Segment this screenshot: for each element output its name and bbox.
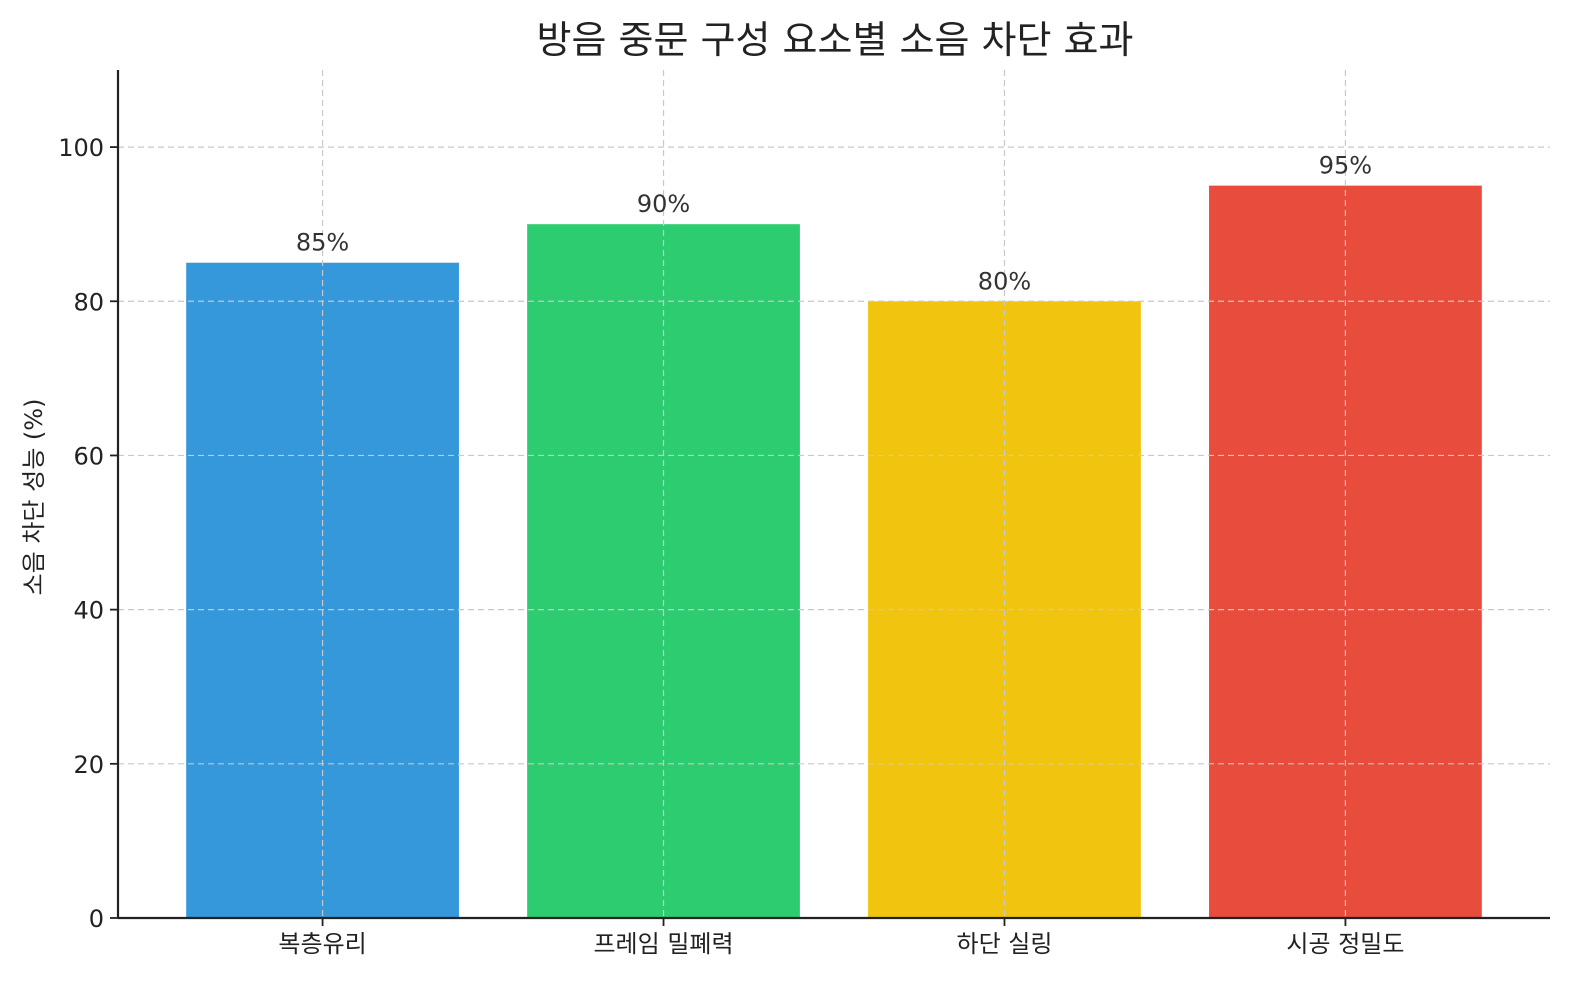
- bar-value-label: 95%: [1319, 152, 1372, 180]
- x-tick-label: 복층유리: [278, 930, 366, 958]
- bar-value-label: 85%: [296, 229, 349, 257]
- y-tick-label: 100: [58, 134, 104, 162]
- axes-layer: [110, 70, 1550, 926]
- labels-layer: 0 20 40 60 80 100 복층유리 85% 프레임 밀폐력 90% 하단 실링 80% 시공 …: [58, 134, 1404, 958]
- chart-title: 방음 중문 구성 요소별 소음 차단 효과: [537, 18, 1134, 62]
- bars-layer: [186, 185, 1482, 919]
- grid-layer: [118, 70, 1550, 918]
- x-tick-label: 하단 실링: [956, 930, 1052, 958]
- y-tick-label: 80: [73, 288, 104, 316]
- bar-value-label: 90%: [637, 190, 690, 218]
- y-tick-label: 0: [89, 905, 104, 933]
- y-axis-label: 소음 차단 성능 (%): [20, 399, 48, 596]
- bar-value-label: 80%: [978, 267, 1031, 295]
- x-tick-label: 프레임 밀폐력: [593, 930, 733, 958]
- y-tick-label: 60: [73, 442, 104, 470]
- y-tick-label: 40: [73, 597, 104, 625]
- x-tick-label: 시공 정밀도: [1286, 930, 1404, 958]
- y-tick-label: 20: [73, 751, 104, 779]
